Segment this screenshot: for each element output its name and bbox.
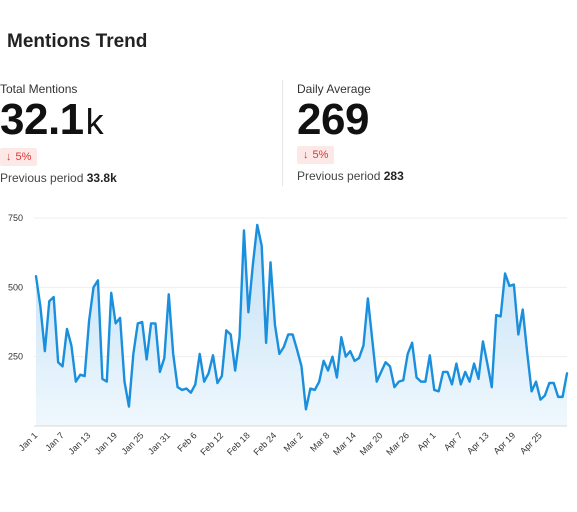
x-tick-label: Jan 31 xyxy=(146,430,172,456)
previous-period-value: 33.8k xyxy=(86,171,117,185)
x-tick-label: Apr 1 xyxy=(415,430,437,452)
daily-average-value: 269 xyxy=(297,95,369,144)
x-tick-label: Jan 25 xyxy=(119,430,145,456)
total-mentions-label: Total Mentions xyxy=(0,82,78,96)
x-tick-label: Feb 12 xyxy=(198,430,225,457)
daily-average-change: 5% xyxy=(312,149,329,161)
series-line xyxy=(34,223,569,411)
daily-average-stat: Daily Average 269 ↓ 5% Previous period 28… xyxy=(297,82,404,183)
area-fill xyxy=(36,224,567,426)
previous-period-value: 283 xyxy=(383,169,404,183)
daily-average-label: Daily Average xyxy=(297,82,371,96)
y-tick-label: 500 xyxy=(8,282,23,292)
x-tick-label: Mar 2 xyxy=(282,430,305,453)
x-tick-label: Jan 13 xyxy=(66,430,92,456)
x-tick-label: Feb 24 xyxy=(251,430,278,457)
x-tick-label: Apr 7 xyxy=(442,430,464,452)
x-tick-label: Feb 18 xyxy=(225,430,252,457)
x-tick-label: Jan 1 xyxy=(17,430,40,453)
page-title: Mentions Trend xyxy=(7,31,148,52)
x-tick-label: Jan 19 xyxy=(93,430,119,456)
total-mentions-previous: Previous period 33.8k xyxy=(0,171,117,185)
x-tick-label: Mar 20 xyxy=(358,430,385,457)
total-mentions-stat: Total Mentions 32.1k ↓ 5% Previous period… xyxy=(0,82,117,185)
total-mentions-number: 32.1 xyxy=(0,95,84,144)
total-mentions-unit: k xyxy=(85,101,104,142)
daily-average-change-badge: ↓ 5% xyxy=(297,146,335,164)
x-tick-label: Apr 19 xyxy=(491,430,517,456)
y-tick-label: 750 xyxy=(8,213,23,223)
previous-period-label: Previous period xyxy=(0,171,84,185)
x-tick-label: Apr 13 xyxy=(465,430,491,456)
x-tick-label: Mar 26 xyxy=(384,430,411,457)
x-tick-label: Feb 6 xyxy=(175,430,198,453)
arrow-down-icon: ↓ xyxy=(303,149,309,161)
arrow-down-icon: ↓ xyxy=(6,151,12,163)
total-mentions-value: 32.1k xyxy=(0,98,117,144)
stat-divider xyxy=(282,80,283,186)
x-tick-label: Jan 7 xyxy=(43,430,66,453)
x-tick-label: Mar 14 xyxy=(331,430,358,457)
previous-period-label: Previous period xyxy=(297,169,381,183)
total-mentions-change-badge: ↓ 5% xyxy=(0,148,38,166)
total-mentions-change: 5% xyxy=(15,151,32,163)
daily-average-previous: Previous period 283 xyxy=(297,169,404,183)
y-tick-label: 250 xyxy=(8,352,23,362)
x-tick-label: Apr 25 xyxy=(518,430,544,456)
mentions-area-chart: 250 500 750 Jan 1 Jan 7 Jan 13 Jan 19 Jan 25 Jan… xyxy=(8,213,569,457)
x-tick-label: Mar 8 xyxy=(308,430,331,453)
